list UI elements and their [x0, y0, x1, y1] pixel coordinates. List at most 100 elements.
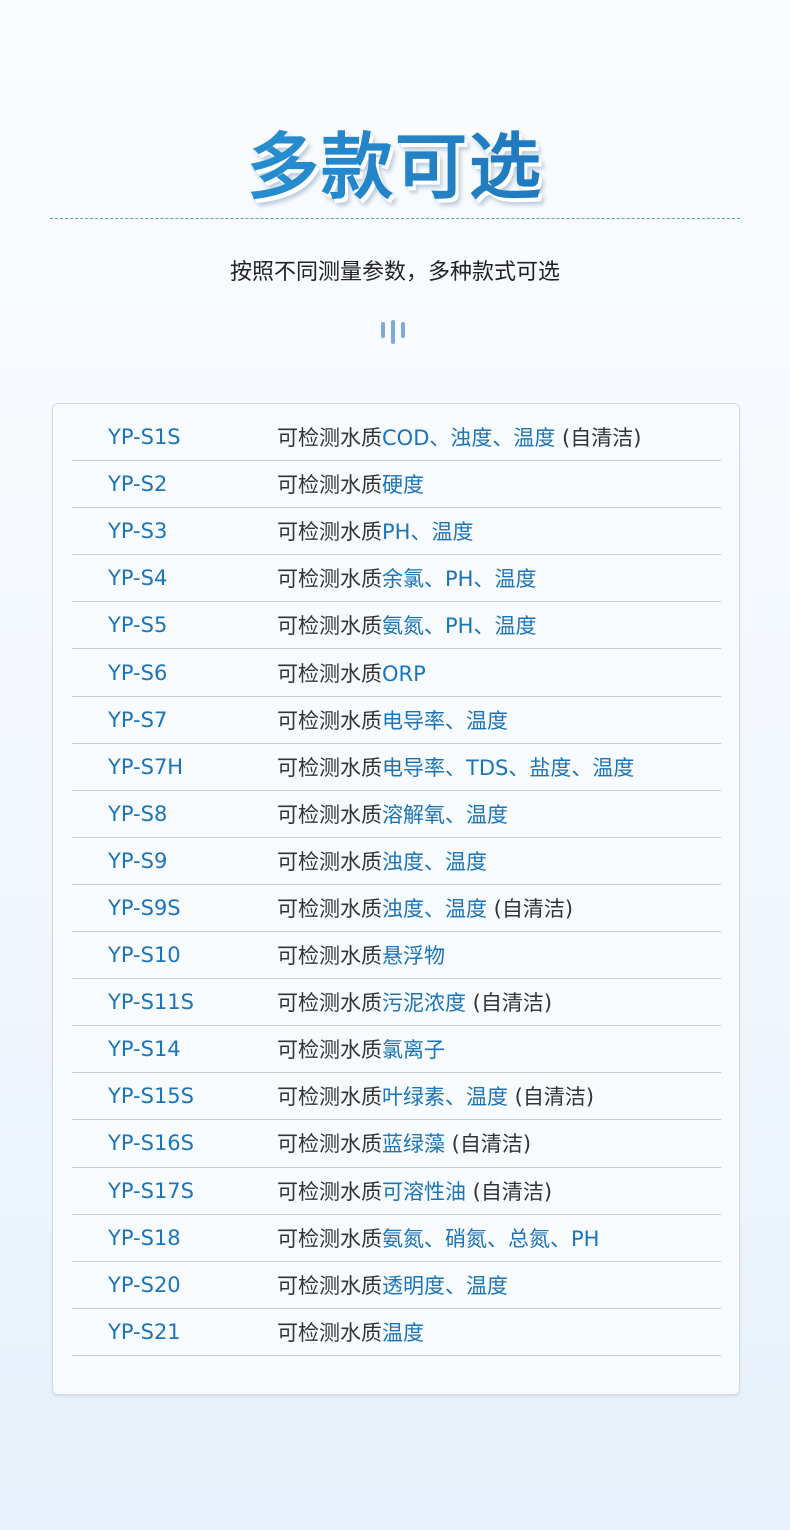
model-name: YP-S7H	[108, 754, 184, 779]
table-row: YP-S16S 可检测水质蓝绿藻 (自清洁)	[72, 1120, 721, 1168]
table-row: YP-S1S 可检测水质COD、浊度、温度 (自清洁)	[72, 414, 721, 462]
measured-parameters: PH、温度	[382, 520, 474, 545]
description-prefix: 可检测水质	[277, 1273, 382, 1298]
page-subtitle: 按照不同测量参数，多种款式可选	[229, 260, 560, 285]
description-prefix: 可检测水质	[277, 1320, 382, 1345]
table-row: YP-S11S 可检测水质污泥浓度 (自清洁)	[72, 979, 721, 1027]
table-row: YP-S7 可检测水质电导率、温度	[72, 697, 721, 744]
measured-parameters: 电导率、温度	[382, 708, 508, 733]
self-cleaning-note: (自清洁)	[445, 1132, 532, 1157]
self-cleaning-note: (自清洁)	[487, 896, 574, 921]
table-row: YP-S5 可检测水质氨氮、PH、温度	[72, 602, 721, 650]
model-description: 可检测水质电导率、温度	[277, 705, 508, 735]
description-prefix: 可检测水质	[277, 567, 382, 592]
model-description: 可检测水质PH、温度	[277, 516, 473, 546]
model-name: YP-S17S	[108, 1178, 194, 1203]
model-name: YP-S4	[108, 566, 168, 591]
table-row: YP-S4 可检测水质余氯、PH、温度	[72, 555, 721, 603]
table-row: YP-S6 可检测水质ORP	[72, 649, 721, 697]
model-description: 可检测水质电导率、TDS、盐度、温度	[277, 752, 634, 782]
table-row: YP-S18 可检测水质氨氮、硝氮、总氮、PH	[72, 1215, 721, 1262]
measured-parameters: 污泥浓度	[382, 991, 466, 1016]
model-description: 可检测水质氨氮、硝氮、总氮、PH	[277, 1223, 599, 1253]
description-prefix: 可检测水质	[277, 614, 382, 639]
model-name: YP-S5	[108, 613, 168, 638]
scroll-down-indicator-icon	[381, 320, 405, 344]
model-name: YP-S6	[108, 660, 168, 685]
self-cleaning-note: (自清洁)	[466, 991, 553, 1016]
measured-parameters: 浊度、温度	[382, 896, 487, 921]
description-prefix: 可检测水质	[277, 849, 382, 874]
model-description: 可检测水质温度	[277, 1317, 424, 1347]
measured-parameters: 温度	[382, 1320, 424, 1345]
description-prefix: 可检测水质	[277, 755, 382, 780]
measured-parameters: 叶绿素、温度	[382, 1085, 508, 1110]
model-name: YP-S9	[108, 848, 168, 873]
measured-parameters: 透明度、温度	[382, 1273, 508, 1298]
model-name: YP-S3	[108, 519, 168, 544]
model-description: 可检测水质可溶性油 (自清洁)	[277, 1176, 552, 1206]
model-name: YP-S14	[108, 1037, 181, 1062]
model-description: 可检测水质悬浮物	[277, 940, 445, 970]
table-row: YP-S3 可检测水质PH、温度	[72, 508, 721, 556]
measured-parameters: 溶解氧、温度	[382, 802, 508, 827]
measured-parameters: ORP	[382, 661, 426, 686]
description-prefix: 可检测水质	[277, 896, 382, 921]
description-prefix: 可检测水质	[277, 1226, 382, 1251]
model-name: YP-S8	[108, 801, 168, 826]
measured-parameters: 氨氮、PH、温度	[382, 614, 537, 639]
dashed-divider	[50, 218, 740, 219]
model-description: 可检测水质污泥浓度 (自清洁)	[277, 987, 552, 1017]
description-prefix: 可检测水质	[277, 1038, 382, 1063]
table-row: YP-S10 可检测水质悬浮物	[72, 932, 721, 980]
description-prefix: 可检测水质	[277, 1085, 382, 1110]
model-name: YP-S9S	[108, 895, 181, 920]
model-table: YP-S1S 可检测水质COD、浊度、温度 (自清洁) YP-S2 可检测水质硬度…	[52, 403, 740, 1395]
description-prefix: 可检测水质	[277, 661, 382, 686]
description-prefix: 可检测水质	[277, 802, 382, 827]
table-row: YP-S17S 可检测水质可溶性油 (自清洁)	[72, 1168, 721, 1215]
table-row: YP-S14 可检测水质氯离子	[72, 1026, 721, 1074]
table-row: YP-S7H 可检测水质电导率、TDS、盐度、温度	[72, 744, 721, 791]
model-name: YP-S15S	[108, 1084, 194, 1109]
page-title: 多款可选	[0, 108, 790, 213]
table-row: YP-S9 可检测水质浊度、温度	[72, 838, 721, 885]
model-name: YP-S18	[108, 1225, 181, 1250]
measured-parameters: 可溶性油	[382, 1179, 466, 1204]
model-description: 可检测水质叶绿素、温度 (自清洁)	[277, 1081, 594, 1111]
table-row: YP-S9S 可检测水质浊度、温度 (自清洁)	[72, 885, 721, 933]
measured-parameters: 氨氮、硝氮、总氮、PH	[382, 1226, 600, 1251]
model-name: YP-S7	[108, 707, 168, 732]
table-row: YP-S21 可检测水质温度	[72, 1309, 721, 1356]
self-cleaning-note: (自清洁)	[508, 1085, 595, 1110]
table-row: YP-S2 可检测水质硬度	[72, 461, 721, 509]
model-name: YP-S1S	[108, 425, 181, 450]
self-cleaning-note: (自清洁)	[466, 1179, 553, 1204]
table-row: YP-S20 可检测水质透明度、温度	[72, 1262, 721, 1309]
measured-parameters: 浊度、温度	[382, 849, 487, 874]
table-row: YP-S15S 可检测水质叶绿素、温度 (自清洁)	[72, 1073, 721, 1121]
model-description: 可检测水质浊度、温度	[277, 846, 487, 876]
description-prefix: 可检测水质	[277, 1179, 382, 1204]
description-prefix: 可检测水质	[277, 708, 382, 733]
model-description: 可检测水质ORP	[277, 658, 426, 688]
model-description: 可检测水质氨氮、PH、温度	[277, 610, 536, 640]
model-name: YP-S10	[108, 943, 181, 968]
measured-parameters: 蓝绿藻	[382, 1132, 445, 1157]
measured-parameters: 氯离子	[382, 1038, 445, 1063]
model-description: 可检测水质硬度	[277, 469, 424, 499]
model-name: YP-S2	[108, 472, 168, 497]
measured-parameters: 悬浮物	[382, 944, 445, 969]
self-cleaning-note: (自清洁)	[555, 426, 642, 451]
description-prefix: 可检测水质	[277, 1132, 382, 1157]
table-row: YP-S8 可检测水质溶解氧、温度	[72, 791, 721, 838]
measured-parameters: COD、浊度、温度	[382, 426, 556, 451]
model-description: 可检测水质余氯、PH、温度	[277, 563, 536, 593]
model-rows: YP-S1S 可检测水质COD、浊度、温度 (自清洁) YP-S2 可检测水质硬度…	[72, 414, 721, 1356]
measured-parameters: 硬度	[382, 473, 424, 498]
description-prefix: 可检测水质	[277, 426, 382, 451]
description-prefix: 可检测水质	[277, 991, 382, 1016]
description-prefix: 可检测水质	[277, 473, 382, 498]
description-prefix: 可检测水质	[277, 520, 382, 545]
model-name: YP-S20	[108, 1272, 181, 1297]
